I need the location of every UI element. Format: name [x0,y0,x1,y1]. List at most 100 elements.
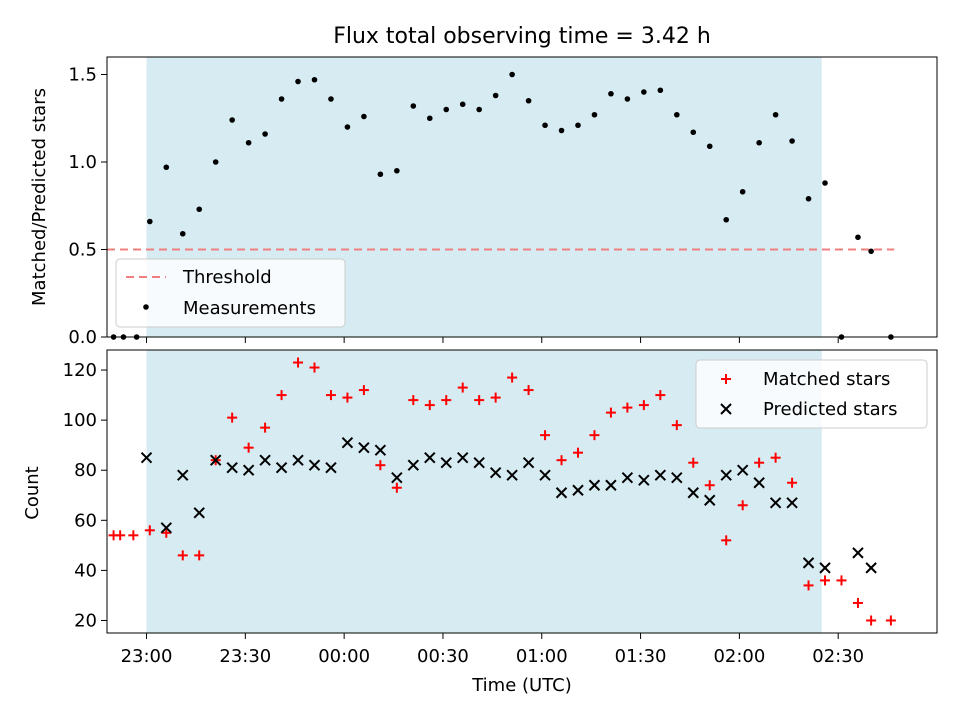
matched-star-point [358,385,369,396]
measurement-point [756,139,762,146]
predicted-star-point [275,462,288,474]
y-tick-label: 100 [63,410,97,431]
matched-star-point [622,402,633,413]
top-x-ticks [146,337,839,343]
predicted-star-point [522,456,535,469]
bottom-panel: 20 40 60 80 100 120 23:00 23:30 00:00 00:30 01:00… [22,349,938,696]
matched-star-point [457,382,468,393]
predicted-star-point [539,469,551,481]
cross-b [407,459,420,471]
matched-star-point [787,477,798,488]
measurement-point [690,129,697,136]
matched-star-point [704,480,715,491]
measurement-point [772,111,779,118]
predicted-star-point [819,562,831,574]
cross-b [522,456,535,469]
matched-star-point [540,430,551,441]
measurement-point [608,90,614,97]
matched-star-point [293,357,304,368]
measurement-point [443,106,450,113]
cross-b [819,562,831,574]
matched-star-point [770,452,781,463]
matched-star-point [474,395,485,406]
cross-b [275,462,288,474]
top-legend: Threshold Measurements [115,258,346,328]
predicted-star-point [177,469,189,481]
matched-star-point [490,392,501,403]
measurement-point [426,115,433,122]
predicted-star-point [736,464,749,476]
measurement-point [591,111,598,118]
measurement-point [575,122,581,129]
cross-b [341,436,354,449]
matched-star-point [227,412,238,423]
predicted-star-point [358,441,370,454]
y-tick-label: 80 [74,460,97,481]
matched-star-point [128,530,139,541]
x-tick-label: 01:00 [516,646,568,667]
legend-predicted-swatch [720,403,732,415]
cross-b [242,464,255,476]
chart-title: Flux total observing time = 3.42 h [333,24,711,49]
measurement-point [344,124,351,130]
top-y-ticks: 0.0 0.5 1.0 1.5 [68,65,107,348]
y-tick-label: 0.5 [68,240,97,261]
matched-star-point [391,482,402,493]
cross-b [736,464,749,476]
predicted-star-point [555,487,568,499]
measurement-point [361,113,367,120]
matched-star-point [803,580,814,591]
predicted-star-point [140,451,153,464]
cross-b [140,451,153,464]
measurement-point [196,206,203,213]
matched-star-point [408,395,419,406]
cross-b [638,474,650,486]
measurement-point [855,234,861,241]
matched-star-point [655,390,666,401]
predicted-star-point [588,479,601,491]
matched-star-point [605,407,616,418]
predicted-star-point [621,472,634,484]
matched-star-point [820,575,831,586]
top-legend-box [115,258,346,328]
cross-b [325,462,337,474]
measurement-point [262,131,268,137]
predicted-star-point [391,472,403,484]
predicted-star-point [292,454,304,466]
cross-b [753,477,765,489]
measurement-point [377,171,384,178]
measurement-point [295,78,301,85]
cross-b [720,403,732,415]
x-tick-label: 01:30 [615,646,667,667]
measurement-point [641,89,647,95]
measurement-point [558,127,565,134]
matched-star-point [161,527,172,538]
cross-b [769,497,782,509]
cross-b [424,451,436,464]
legend-measurements-label: Measurements [183,298,316,319]
cross-b [259,454,271,466]
matched-star-point [885,615,896,626]
cross-b [473,456,485,469]
cross-b [555,487,568,499]
matched-star-point [115,530,126,541]
predicted-star-point [605,479,617,491]
cross-b [704,494,716,506]
cross-b [226,462,238,474]
matched-star-point [507,372,518,383]
y-tick-label: 60 [74,510,97,531]
predicted-star-point [457,451,469,464]
measurement-point [723,216,730,223]
matched-star-point [144,525,155,536]
bottom-legend: Matched stars Predicted stars [695,359,928,429]
matched-star-point [276,390,287,401]
measurement-point [674,111,680,118]
measurement-point [492,92,499,99]
measurement-point [805,195,812,202]
predicted-star-point [704,494,716,506]
predicted-star-point [489,467,502,479]
predicted-star-point [341,436,354,449]
measurement-point [739,188,746,195]
matched-star-point [688,457,699,468]
top-panel: 0.0 0.5 1.0 1.5 Matched/Predicted stars Thr… [29,56,938,348]
